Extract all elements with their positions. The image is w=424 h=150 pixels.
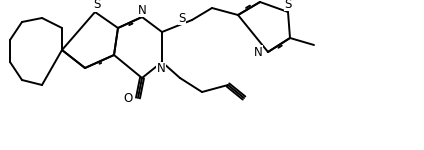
Text: N: N <box>138 3 146 16</box>
Text: S: S <box>93 0 100 12</box>
Text: N: N <box>156 63 165 75</box>
Text: N: N <box>254 45 262 58</box>
Text: O: O <box>123 92 133 105</box>
Text: S: S <box>179 12 186 24</box>
Text: S: S <box>285 0 292 11</box>
